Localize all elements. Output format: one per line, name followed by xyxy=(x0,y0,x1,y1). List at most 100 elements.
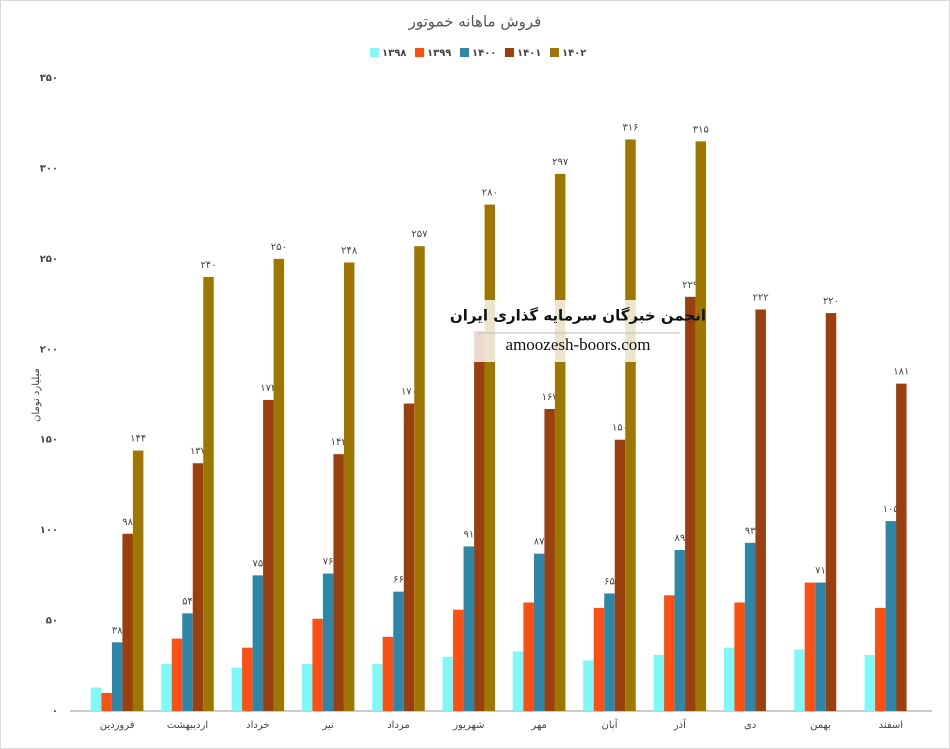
bar xyxy=(533,553,545,711)
bar xyxy=(825,313,837,711)
bar xyxy=(273,258,285,711)
data-label: ۲۵۰ xyxy=(271,242,287,253)
bar xyxy=(111,642,123,711)
bar xyxy=(544,408,555,711)
bar xyxy=(343,262,355,711)
legend-label: ۱۳۹۹ xyxy=(427,48,451,59)
bar xyxy=(171,638,183,711)
bar xyxy=(463,546,475,711)
y-tick-label: ۵۰ xyxy=(46,616,58,627)
x-tick-label: بهمن xyxy=(810,720,831,731)
bar xyxy=(484,204,496,711)
data-label: ۲۲۰ xyxy=(823,296,839,307)
y-tick-label: ۲۰۰ xyxy=(40,344,58,355)
bar xyxy=(512,651,524,711)
bar xyxy=(885,521,897,711)
bar xyxy=(815,582,826,711)
x-tick-label: فروردین xyxy=(100,720,135,731)
legend-label: ۱۴۰۱ xyxy=(517,48,541,59)
bar xyxy=(744,542,756,711)
data-label: ۱۶۷ xyxy=(542,392,559,403)
data-label: ۵۴ xyxy=(182,596,193,607)
y-tick-label: ۳۰۰ xyxy=(40,163,58,174)
data-label: ۹۳ xyxy=(745,526,756,537)
data-label: ۱۷۲ xyxy=(260,383,276,394)
x-tick-label: مهر xyxy=(530,720,546,731)
bar xyxy=(614,439,626,711)
bar xyxy=(403,403,415,711)
y-tick-label: ۳۵۰ xyxy=(40,73,58,84)
bar xyxy=(755,309,766,711)
bar xyxy=(382,636,394,711)
data-label: ۱۳۷ xyxy=(190,446,207,457)
bar xyxy=(414,246,425,711)
x-tick-label: خرداد xyxy=(246,720,269,731)
legend-label: ۱۳۹۸ xyxy=(382,48,406,59)
bar xyxy=(182,613,193,711)
bar xyxy=(453,609,464,711)
bar xyxy=(674,550,686,711)
x-tick-label: شهریور xyxy=(452,720,484,731)
data-label: ۲۲۲ xyxy=(753,292,769,303)
bar xyxy=(203,276,214,711)
data-label: ۲۵۷ xyxy=(411,229,428,240)
legend-swatch xyxy=(550,48,559,57)
y-axis-title: میلیارد تومان xyxy=(31,368,42,422)
bar xyxy=(695,141,707,712)
bar xyxy=(312,618,323,711)
bar xyxy=(864,654,876,711)
data-label: ۲۴۸ xyxy=(341,245,358,256)
x-tick-label: آذر xyxy=(673,718,687,731)
bar xyxy=(625,139,636,711)
bar xyxy=(372,663,383,711)
data-label: ۳۱۶ xyxy=(622,122,638,133)
data-label: ۷۶ xyxy=(323,557,334,568)
y-tick-label: ۱۰۰ xyxy=(40,525,58,536)
data-label: ۹۱ xyxy=(463,529,474,540)
data-label: ۳۱۵ xyxy=(693,124,709,135)
bar xyxy=(322,573,334,711)
y-tick-label: ۱۵۰ xyxy=(40,435,58,446)
y-tick-label: ۲۵۰ xyxy=(40,254,58,265)
data-label: ۶۶ xyxy=(393,575,404,586)
bar xyxy=(734,602,745,711)
legend-swatch xyxy=(505,48,514,57)
data-label: ۷۵ xyxy=(252,558,263,569)
data-label: ۲۴۰ xyxy=(200,260,216,271)
data-label: ۷۱ xyxy=(815,566,826,577)
bar xyxy=(685,296,696,711)
bar xyxy=(263,399,274,711)
data-label: ۱۷۰ xyxy=(401,387,417,398)
data-label: ۲۹۷ xyxy=(552,157,569,168)
data-label: ۶۵ xyxy=(604,576,615,587)
bar xyxy=(242,647,253,711)
bar xyxy=(301,663,313,711)
bar xyxy=(132,450,144,711)
bar xyxy=(604,593,615,711)
bar xyxy=(161,663,172,711)
chart-title: فروش ماهانه خموتور xyxy=(408,13,542,31)
data-label: ۳۸ xyxy=(112,625,123,636)
data-label: ۹۸ xyxy=(122,517,133,528)
x-tick-label: مرداد xyxy=(387,720,410,731)
bar xyxy=(554,173,566,712)
data-label: ۲۲۹ xyxy=(682,280,698,291)
data-label: ۱۴۲ xyxy=(331,437,347,448)
x-tick-label: آبان xyxy=(602,718,619,731)
watermark-box xyxy=(472,300,684,362)
watermark-url: amoozesh-boors.com xyxy=(506,335,651,354)
legend-label: ۱۴۰۰ xyxy=(472,48,496,59)
bar xyxy=(523,602,534,711)
x-tick-label: اسفند xyxy=(879,720,903,731)
plot: ۰ ۵۰ ۱۰۰ ۱۵۰ ۲۰۰ ۲۵۰ ۳۰۰ ۳۵۰ فروردین ۳۸ ۹۸ ۱۴۴ اردیب… xyxy=(40,73,932,731)
data-label: ۸۷ xyxy=(534,537,545,548)
legend-swatch xyxy=(370,48,379,57)
bar xyxy=(653,654,665,711)
bar xyxy=(593,607,605,711)
legend-swatch xyxy=(460,48,469,57)
legend: ۱۳۹۸ ۱۳۹۹ ۱۴۰۰ ۱۴۰۱ ۱۴۰۲ xyxy=(370,48,586,59)
legend-label: ۱۴۰۲ xyxy=(562,48,586,59)
x-tick-label: اردیبهشت xyxy=(167,720,208,731)
bar xyxy=(192,463,204,711)
legend-swatch xyxy=(415,48,424,57)
